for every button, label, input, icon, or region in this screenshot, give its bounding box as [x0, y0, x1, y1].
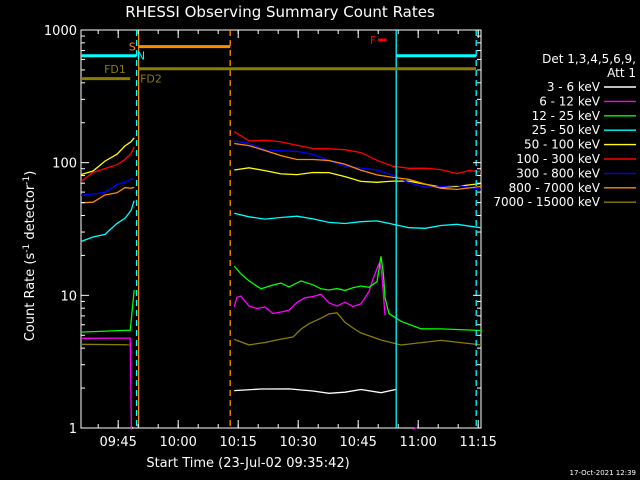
x-tick-label: 11:00: [399, 435, 436, 450]
y-tick-label: 1: [69, 422, 77, 437]
y-tick-label: 1000: [44, 24, 77, 39]
x-tick-label: 10:45: [339, 435, 376, 450]
series-line-12-25-kev: [80, 290, 135, 333]
state-bar-label: N: [137, 50, 145, 63]
legend-entry-label: 25 - 50 keV: [532, 123, 601, 137]
legend-entry-label: 12 - 25 keV: [532, 109, 601, 123]
legend-entry-label: 50 - 100 keV: [524, 138, 601, 152]
series-line-100-300-kev: [80, 146, 135, 183]
legend-title-line-1: Det 1,3,4,5,6,9,: [542, 52, 636, 66]
legend-entry-label: 3 - 6 keV: [547, 80, 601, 94]
chart-title: RHESSI Observing Summary Count Rates: [125, 3, 435, 21]
y-axis-label-part: Count Rate (s: [23, 253, 38, 342]
y-tick-label: 10: [60, 289, 77, 304]
y-axis-label-part: ): [23, 171, 38, 176]
series-line-6-12-kev: [233, 259, 386, 315]
series-line-300-800-kev: [80, 178, 135, 196]
y-tick-label: 100: [52, 157, 77, 172]
x-tick-label: 10:30: [279, 435, 316, 450]
series-line-25-50-kev: [80, 200, 135, 243]
plot-frame: [80, 29, 482, 429]
series-line-25-50-kev: [234, 212, 482, 229]
series-line-12-25-kev: [233, 256, 482, 332]
series-line-7000-15000-kev: [233, 312, 482, 346]
x-tick-label: 09:45: [99, 435, 136, 450]
y-axis-label-part: detector: [23, 184, 38, 244]
legend-entry-label: 300 - 800 keV: [516, 166, 600, 180]
state-bar-label: S: [129, 41, 136, 54]
legend-entry-label: 100 - 300 keV: [516, 152, 600, 166]
legend-entry-label: 7000 - 15000 keV: [493, 195, 600, 209]
state-bar-label: F: [370, 34, 376, 47]
y-axis-label: Count Rate (s-1 detector-1): [22, 171, 38, 342]
series-line-800-7000-kev: [80, 186, 135, 204]
series-line-800-7000-kev: [234, 142, 482, 191]
x-tick-label: 11:15: [459, 435, 496, 450]
legend-entry-label: 6 - 12 keV: [539, 94, 601, 108]
series-line-6-12-kev: [412, 427, 418, 430]
state-bar-label: FD1: [104, 63, 126, 76]
x-tick-label: 10:00: [159, 435, 196, 450]
vertical-markers: [135, 30, 477, 428]
series-line-100-300-kev: [233, 131, 482, 175]
series-line-50-100-kev: [80, 137, 135, 176]
plot-area: [80, 29, 482, 429]
series-layer: [80, 131, 482, 430]
series-line-7000-15000-kev: [80, 343, 131, 346]
series-line-3-6-kev: [234, 388, 397, 394]
legend-title-line-2: Att 1: [607, 66, 636, 80]
x-tick-label: 10:15: [219, 435, 256, 450]
axes: 1 10 100 1000 09:45 10:00 10:15 10:30 10:45 11:00…: [44, 24, 497, 450]
series-line-6-12-kev: [80, 337, 133, 430]
y-axis-label-superscript: -1: [22, 244, 32, 253]
state-bars: SN FD1 FD2 F: [81, 34, 477, 86]
legend-entry-label: 800 - 7000 keV: [509, 181, 601, 195]
y-axis-label-superscript: -1: [22, 176, 32, 185]
x-axis-label: Start Time (23-Jul-02 09:35:42): [146, 456, 349, 471]
state-bar-label: FD2: [140, 73, 162, 86]
footer-timestamp: 17-Oct-2021 12:39: [570, 469, 636, 477]
